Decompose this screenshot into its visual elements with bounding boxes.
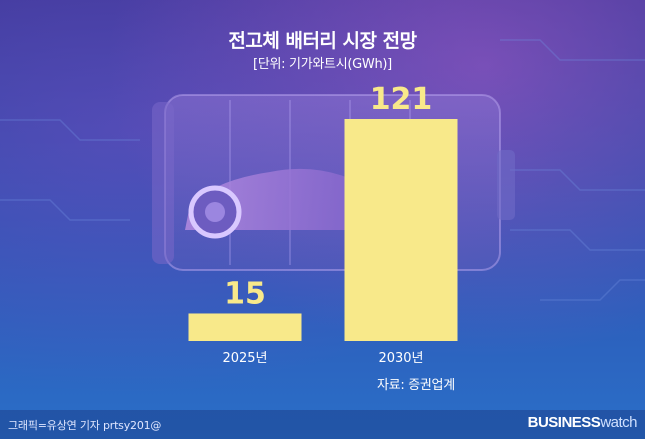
brand-bold: BUSINESS	[527, 414, 601, 431]
unit-label: [단위: 기가와트시(GWh)]	[253, 57, 392, 72]
data-label-0: 15	[224, 276, 266, 311]
battery-terminal	[497, 150, 515, 220]
brand-light: watch	[600, 414, 637, 431]
category-label-1: 2030년	[378, 351, 423, 366]
bar-1	[344, 119, 458, 341]
circuit-lines	[0, 39, 645, 301]
car-hub	[205, 202, 225, 222]
graphic-credit: 그래픽=유상연 기자 prtsy201@	[8, 419, 162, 432]
bar-0	[188, 313, 302, 341]
brand-logo: BUSINESSwatch	[527, 414, 638, 431]
source-note: 자료: 증권업계	[377, 378, 455, 393]
chart-title: 전고체 배터리 시장 전망	[228, 30, 417, 52]
battery-cap	[152, 102, 174, 264]
data-label-1: 121	[370, 82, 433, 117]
footer-bar	[0, 410, 645, 439]
category-label-0: 2025년	[222, 351, 267, 366]
